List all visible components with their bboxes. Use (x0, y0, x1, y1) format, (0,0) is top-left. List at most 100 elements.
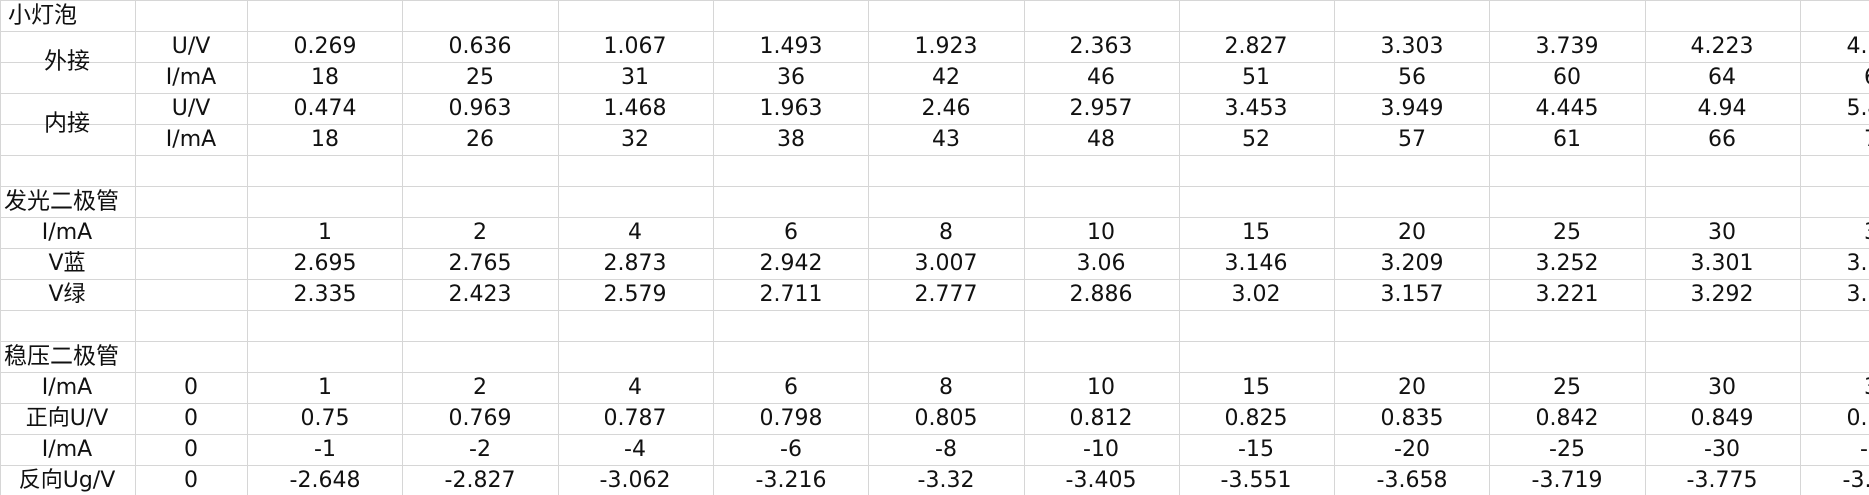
section-title-bulb: 小灯泡 (8, 2, 77, 28)
data-cell: 25 (1553, 219, 1581, 245)
grid-line-horizontal (0, 341, 1869, 342)
data-cell: -8 (935, 436, 957, 462)
data-cell: 8 (939, 374, 953, 400)
grid-line-vertical (1645, 0, 1646, 495)
data-cell: 66 (1708, 126, 1736, 152)
data-cell: 20 (1398, 219, 1426, 245)
data-cell: -30 (1704, 436, 1740, 462)
data-cell: 3.301 (1690, 250, 1754, 276)
data-cell: 3.453 (1224, 95, 1288, 121)
grid-line-vertical (1800, 0, 1801, 495)
data-cell: -3.32 (917, 467, 975, 493)
data-cell: 4.94 (1697, 95, 1747, 121)
data-cell: -3.775 (1686, 467, 1758, 493)
data-cell: 3.949 (1380, 95, 1444, 121)
grid-line-horizontal (0, 434, 1869, 435)
data-cell: 3.303 (1380, 33, 1444, 59)
data-cell: 4.445 (1535, 95, 1599, 121)
data-cell: 2.957 (1069, 95, 1133, 121)
group-label-external: 外接 (44, 48, 90, 75)
data-cell: 2.873 (603, 250, 667, 276)
data-cell: 36 (777, 64, 805, 90)
data-cell: 4.677 (1846, 33, 1869, 59)
data-cell: 57 (1398, 126, 1426, 152)
data-cell: 6 (784, 219, 798, 245)
data-cell: 1.923 (914, 33, 978, 59)
data-cell: 25 (466, 64, 494, 90)
grid-line-horizontal (0, 93, 1869, 94)
data-cell: 18 (311, 64, 339, 90)
data-cell: 3.292 (1690, 281, 1754, 307)
grid-line-horizontal (0, 372, 1869, 373)
grid-line-horizontal (0, 155, 1869, 156)
data-cell: 35 (1864, 221, 1869, 244)
data-cell: 2 (473, 219, 487, 245)
grid-line-horizontal (0, 310, 1869, 311)
row-label: I/mA (165, 64, 217, 90)
grid-line-horizontal (0, 279, 1869, 280)
data-cell: 0.849 (1690, 405, 1754, 431)
data-cell: 46 (1087, 64, 1115, 90)
data-cell: 4 (628, 219, 642, 245)
data-cell: 5.438 (1846, 95, 1869, 121)
data-cell: 43 (932, 126, 960, 152)
data-cell: -2 (469, 436, 491, 462)
data-cell: 10 (1087, 219, 1115, 245)
grid-line-horizontal (0, 248, 1869, 249)
data-cell: -3.719 (1531, 467, 1603, 493)
data-cell: 6 (784, 374, 798, 400)
data-cell: 31 (621, 64, 649, 90)
section-title-led: 发光二极管 (4, 188, 119, 214)
data-cell: 61 (1553, 126, 1581, 152)
grid-line-vertical (558, 0, 559, 495)
data-cell: 8 (939, 219, 953, 245)
data-cell: 0.805 (914, 405, 978, 431)
data-cell: 2.777 (914, 281, 978, 307)
data-cell: 26 (466, 126, 494, 152)
data-cell: 2.765 (448, 250, 512, 276)
data-cell: 0.825 (1224, 405, 1288, 431)
data-cell: 60 (1553, 64, 1581, 90)
data-cell: 0.474 (293, 95, 357, 121)
data-cell: 1 (318, 374, 332, 400)
data-cell: 0.798 (759, 405, 823, 431)
data-cell: 3.06 (1076, 250, 1126, 276)
data-cell: 56 (1398, 64, 1426, 90)
data-cell: 2.942 (759, 250, 823, 276)
grid-line-horizontal (0, 31, 1869, 32)
row-label: 正向U/V (25, 405, 109, 431)
row-label: I/mA (165, 126, 217, 152)
data-cell: -2.648 (289, 467, 361, 493)
data-cell: 2.695 (293, 250, 357, 276)
data-cell: 2.335 (293, 281, 357, 307)
data-cell: 25 (1553, 374, 1581, 400)
row-label: V蓝 (48, 250, 86, 276)
row-label: I/mA (41, 219, 93, 245)
row-label: I/mA (41, 374, 93, 400)
row-label: I/mA (41, 436, 93, 462)
data-cell: 10 (1087, 374, 1115, 400)
grid-line-horizontal (0, 0, 1869, 1)
section-title-zener: 稳压二极管 (4, 343, 119, 369)
data-cell: 0.963 (448, 95, 512, 121)
data-cell: -10 (1083, 436, 1119, 462)
data-cell: 1.067 (603, 33, 667, 59)
data-cell: -20 (1394, 436, 1430, 462)
row-label: V绿 (48, 281, 86, 307)
data-cell: -3.062 (599, 467, 671, 493)
data-cell: 2.46 (921, 95, 971, 121)
grid-line-vertical (713, 0, 714, 495)
data-cell: -35 (1860, 436, 1869, 462)
data-cell: -3.822 (1842, 467, 1869, 493)
grid-line-horizontal (0, 62, 1869, 63)
data-cell: 15 (1242, 374, 1270, 400)
row-label: U/V (171, 33, 211, 59)
data-cell: 2.827 (1224, 33, 1288, 59)
data-cell: 15 (1242, 219, 1270, 245)
grid-line-horizontal (0, 124, 1869, 125)
data-cell: 30 (1708, 374, 1736, 400)
data-cell: 64 (1708, 64, 1736, 90)
row-label: 反向Ug/V (18, 467, 116, 493)
row-label: U/V (171, 95, 211, 121)
